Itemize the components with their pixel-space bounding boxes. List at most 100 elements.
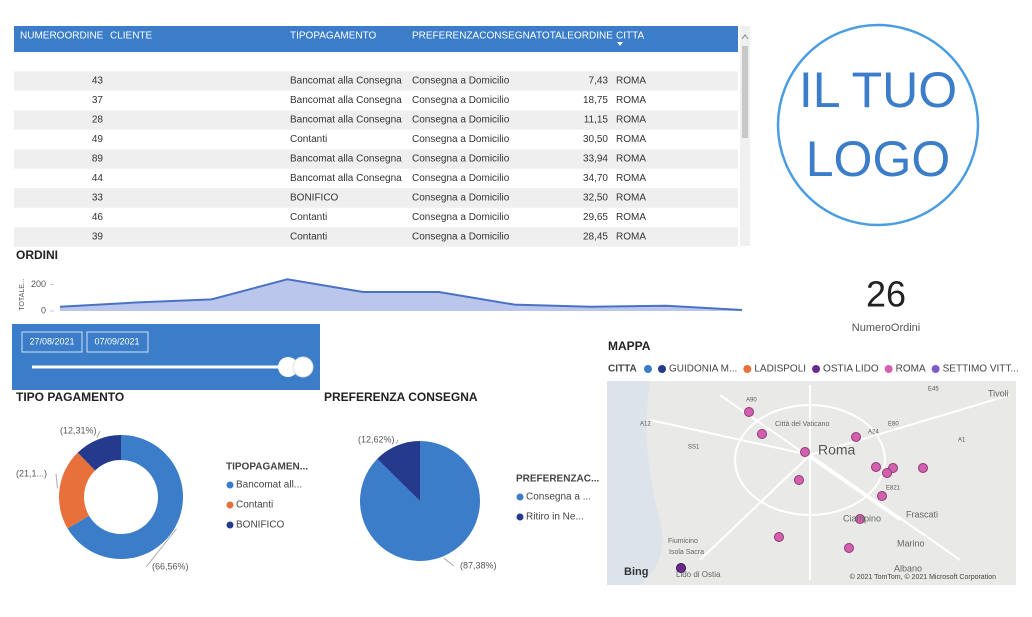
cell: Bancomat alla Consegna <box>290 76 402 87</box>
map-place: Ciampino <box>843 513 881 523</box>
cell: 11,15 <box>584 115 609 126</box>
cell: ROMA <box>616 212 646 223</box>
line <box>59 278 743 311</box>
map-legend-item: LADISPOLI <box>754 364 806 375</box>
map-legend-item: OSTIA LIDO <box>823 364 879 375</box>
table: NUMEROORDINE CLIENTE TIPOPAGAMENTO PREFEREN… <box>14 31 738 247</box>
legend-item: Consegna a ... <box>526 492 591 503</box>
legend-title: TIPOPAGAMEN... <box>226 462 308 473</box>
roads <box>649 385 1011 580</box>
cell: Consegna a Domicilio <box>412 76 510 87</box>
chart-title: TIPO PAGAMENTO <box>16 390 124 404</box>
area <box>60 279 742 311</box>
map-place: Tivoli <box>988 388 1009 398</box>
slice <box>377 441 420 501</box>
slice <box>59 452 96 529</box>
chart-title: ORDINI <box>16 248 58 262</box>
cell: Bancomat alla Consegna <box>290 173 402 184</box>
slice <box>77 435 121 471</box>
row-band <box>14 227 738 247</box>
map-place: Roma <box>818 442 856 458</box>
cell: Consegna a Domicilio <box>412 115 510 126</box>
cell: 18,75 <box>583 95 608 106</box>
map-brand: Bing <box>624 566 648 578</box>
date-box[interactable] <box>21 331 83 353</box>
slider-handle[interactable] <box>292 356 314 378</box>
legend-dot <box>644 365 652 373</box>
road-label: A90 <box>746 398 757 404</box>
legend-title: PREFERENZAC... <box>516 474 600 485</box>
scroll-up[interactable] <box>741 34 749 40</box>
legend-dot <box>658 365 666 373</box>
cell: 7,43 <box>589 76 609 87</box>
cell: ROMA <box>616 115 646 126</box>
map-place: Albano <box>894 563 922 573</box>
legend-dot <box>743 365 752 373</box>
slider-handle[interactable] <box>278 357 298 377</box>
data-label: (66,56%) <box>152 561 189 571</box>
legend-item: Ritiro in Ne... <box>526 512 584 523</box>
legend-dot <box>516 493 524 501</box>
leader-line <box>55 473 59 489</box>
cell: 29,65 <box>583 212 608 223</box>
map-place: Lido di Ostia <box>676 570 721 579</box>
road-label: SS1 <box>688 445 700 451</box>
data-label: (21,1...) <box>16 468 47 478</box>
slicer-start: 27/08/2021 <box>29 336 74 346</box>
cell: 46 <box>92 212 104 223</box>
road-label: A1 <box>958 438 966 444</box>
map-legend-item: GUIDONIA M... <box>669 364 737 375</box>
map-points <box>676 407 928 573</box>
cell: ROMA <box>616 95 646 106</box>
cell: 43 <box>92 76 104 87</box>
y-tick-label: 0 <box>41 305 46 315</box>
road-label: E45 <box>928 387 939 393</box>
legend-item: BONIFICO <box>236 520 285 531</box>
cell: ROMA <box>616 173 646 184</box>
legend-item: Bancomat all... <box>236 480 302 491</box>
column-header: CITTA <box>616 31 644 42</box>
road-label: A12 <box>640 422 651 428</box>
leader-line <box>145 528 177 568</box>
column-header: TOTALEORDINE <box>536 31 613 42</box>
leader-line <box>395 439 399 445</box>
cell: Contanti <box>290 134 327 145</box>
map-legend-item: SETTIMO VITT... <box>943 364 1019 375</box>
cell: 39 <box>92 232 104 243</box>
cell: 30,50 <box>583 134 608 145</box>
leader-line <box>443 557 455 567</box>
cell: ROMA <box>616 154 646 165</box>
column-header: TIPOPAGAMENTO <box>290 31 377 42</box>
cell: 34,70 <box>583 173 608 184</box>
map-place: Isola Sacra <box>669 549 704 556</box>
cell: ROMA <box>616 76 646 87</box>
legend-dot <box>884 365 893 373</box>
leader-line <box>96 430 101 438</box>
column-header: PREFERENZACONSEGNA <box>412 31 537 42</box>
data-label: (87,38%) <box>460 560 497 570</box>
cell: BONIFICO <box>290 193 339 204</box>
map-place: Città del Vaticano <box>775 421 829 428</box>
row-band <box>14 110 738 130</box>
cell: 49 <box>92 134 104 145</box>
slicer-end: 07/09/2021 <box>94 336 139 346</box>
cell: 89 <box>92 154 104 165</box>
logo-text: LOGO <box>806 131 950 187</box>
cell: Consegna a Domicilio <box>412 134 510 145</box>
date-box[interactable] <box>86 331 149 353</box>
legend-dot <box>226 501 234 509</box>
road-label: E821 <box>886 486 901 492</box>
slice <box>67 435 184 559</box>
legend-dot <box>226 521 234 529</box>
cell: Consegna a Domicilio <box>412 193 510 204</box>
cell: 37 <box>92 95 104 106</box>
legend-item: Contanti <box>236 500 273 511</box>
cell: Consegna a Domicilio <box>412 95 510 106</box>
legend-dot <box>812 365 821 373</box>
chart-title: PREFERENZA CONSEGNA <box>324 390 478 404</box>
row-band <box>14 149 738 169</box>
scroll-thumb[interactable] <box>742 46 748 138</box>
sort-arrow <box>617 42 623 46</box>
road-label: E80 <box>888 422 899 428</box>
